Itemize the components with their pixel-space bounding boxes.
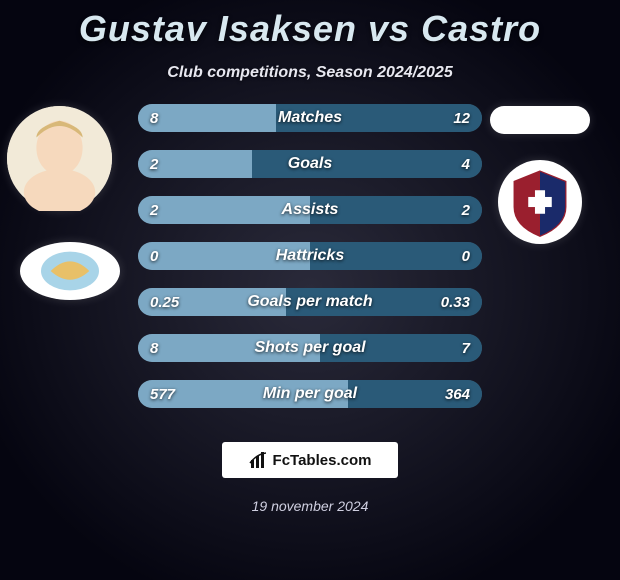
footer-brand-label: FcTables.com <box>273 452 372 469</box>
stat-row: 24Goals <box>138 150 482 178</box>
stat-row: 00Hattricks <box>138 242 482 270</box>
stat-row: 22Assists <box>138 196 482 224</box>
stat-left-value: 2 <box>138 150 170 178</box>
subtitle: Club competitions, Season 2024/2025 <box>0 64 620 82</box>
stat-left-value: 0.25 <box>138 288 191 316</box>
stat-left-value: 8 <box>138 334 170 362</box>
stat-right-value: 4 <box>450 150 482 178</box>
stat-bars: 812Matches24Goals22Assists00Hattricks0.2… <box>138 104 482 426</box>
stat-right-value: 2 <box>450 196 482 224</box>
right-club-badge <box>498 160 582 244</box>
bar-chart-icon <box>249 450 269 470</box>
stat-row: 0.250.33Goals per match <box>138 288 482 316</box>
stat-right-value: 0.33 <box>429 288 482 316</box>
stat-left-value: 0 <box>138 242 170 270</box>
stat-left-value: 8 <box>138 104 170 132</box>
footer-brand[interactable]: FcTables.com <box>222 442 398 478</box>
shield-icon <box>498 160 582 244</box>
stat-left-value: 2 <box>138 196 170 224</box>
stat-row: 577364Min per goal <box>138 380 482 408</box>
shield-icon <box>20 242 120 300</box>
footer-date: 19 november 2024 <box>0 498 620 514</box>
stat-right-fill <box>252 150 482 178</box>
stat-row: 87Shots per goal <box>138 334 482 362</box>
stat-row: 812Matches <box>138 104 482 132</box>
person-icon <box>7 106 112 211</box>
right-player-avatar <box>490 106 590 134</box>
stat-right-value: 12 <box>441 104 482 132</box>
stat-right-value: 7 <box>450 334 482 362</box>
stat-right-value: 0 <box>450 242 482 270</box>
stat-right-value: 364 <box>433 380 482 408</box>
page-title: Gustav Isaksen vs Castro <box>0 0 620 50</box>
left-player-avatar <box>7 106 112 211</box>
left-club-badge <box>20 242 120 300</box>
stat-left-value: 577 <box>138 380 187 408</box>
